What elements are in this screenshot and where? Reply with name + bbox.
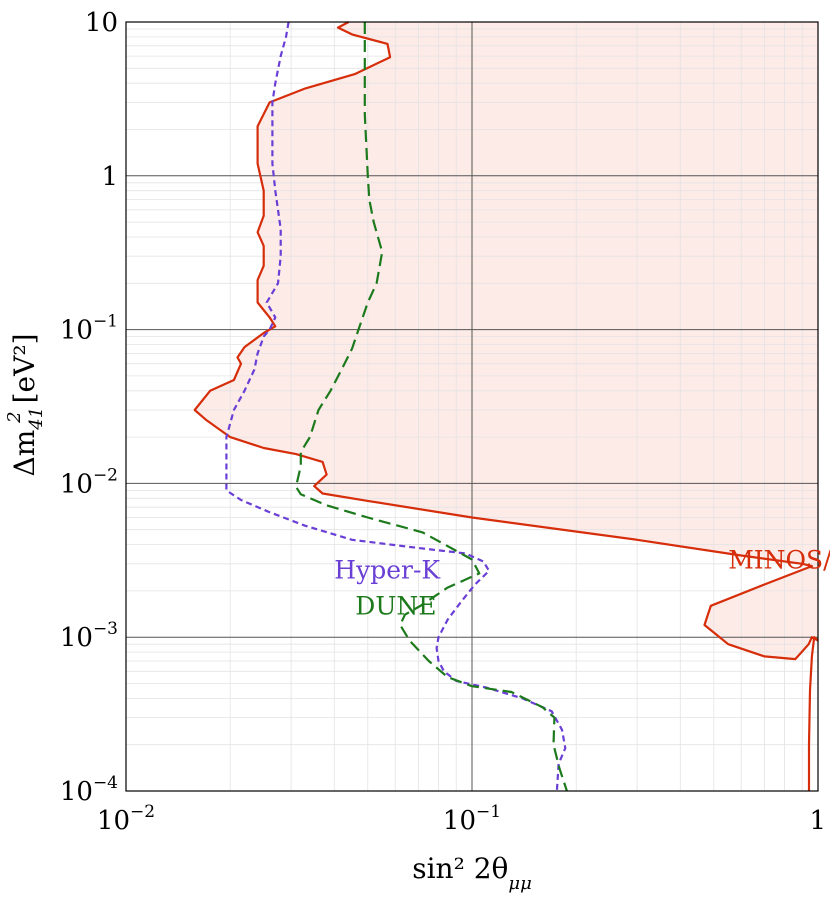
grid-layer [126,22,818,791]
dune-label: DUNE [355,592,436,621]
y-axis-label-unit: [eV²] [8,333,41,403]
exclusion-region-layer [194,22,818,660]
y-tick-label: 10−2 [60,465,118,499]
y-tick-label: 10−4 [60,773,118,807]
exclusion-region [194,22,818,660]
minos-minos-curve [193,21,819,661]
y-axis-label-sub: 41 [26,407,47,431]
plot-frame [125,21,819,792]
x-tick-label: 1 [809,806,826,836]
x-tick-label: 10−2 [97,802,155,836]
series-layer [193,21,819,792]
y-tick-label: 10−1 [60,312,118,346]
tick-label-layer: 10−2 10−1 1 10−4 10−3 10−2 10−1 1 10 [60,8,826,836]
y-tick-label: 10 [85,8,118,38]
y-axis-label: Δm412 [eV²] [4,333,47,476]
x-axis-label: sin² 2θμμ [412,852,532,894]
hyper-k-label: Hyper-K [334,556,441,585]
y-tick-label: 10−3 [60,619,118,653]
x-axis-label-main: sin² 2θ [412,852,508,885]
x-tick-label: 10−1 [443,802,501,836]
y-axis-label-main: Δm [8,430,41,477]
minos-minos-label: MINOS/MINOS+ [728,545,830,574]
y-axis-label-sup: 2 [4,411,25,423]
dune-curve [294,22,568,792]
x-axis-label-sub: μμ [508,873,531,894]
y-tick-label: 1 [101,162,118,192]
series-label-layer: MINOS/MINOS+ Hyper-K DUNE [334,545,830,620]
series-1-curve [807,636,819,791]
